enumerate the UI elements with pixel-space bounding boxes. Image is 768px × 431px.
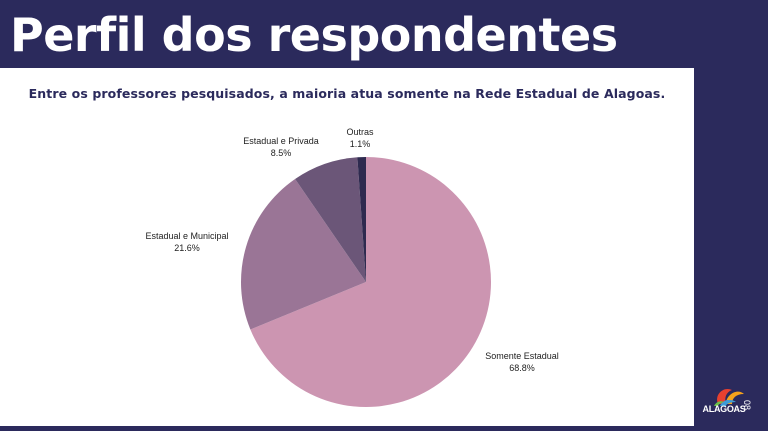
slice-label-1: Somente Estadual xyxy=(485,351,559,361)
slice-value-3: 8.5% xyxy=(271,148,292,158)
slice-value-1: 68.8% xyxy=(509,363,535,373)
chart-title: Entre os professores pesquisados, a maio… xyxy=(28,86,666,101)
pie-slice-2 xyxy=(241,179,366,330)
pie-slice-4 xyxy=(357,157,366,282)
page-number: 08 xyxy=(742,400,752,411)
slide-title: Perfil dos respondentes xyxy=(10,8,618,62)
slice-label-2: Estadual e Municipal xyxy=(145,231,228,241)
slice-value-2: 21.6% xyxy=(174,243,200,253)
slice-label-4: Outras xyxy=(346,127,374,137)
logo-text: ALAGOAS xyxy=(702,404,746,414)
alagoas-logo: ALAGOAS xyxy=(696,382,756,422)
pie-slice-1 xyxy=(250,157,491,407)
slice-value-4: 1.1% xyxy=(350,139,371,149)
logo-mark-icon xyxy=(714,388,744,406)
pie-chart: Somente Estadual 68.8% Estadual e Municipa… xyxy=(145,127,559,407)
chart-panel: Entre os professores pesquisados, a maio… xyxy=(0,68,694,426)
slice-label-3: Estadual e Privada xyxy=(243,136,319,146)
pie-slice-3 xyxy=(295,157,366,282)
